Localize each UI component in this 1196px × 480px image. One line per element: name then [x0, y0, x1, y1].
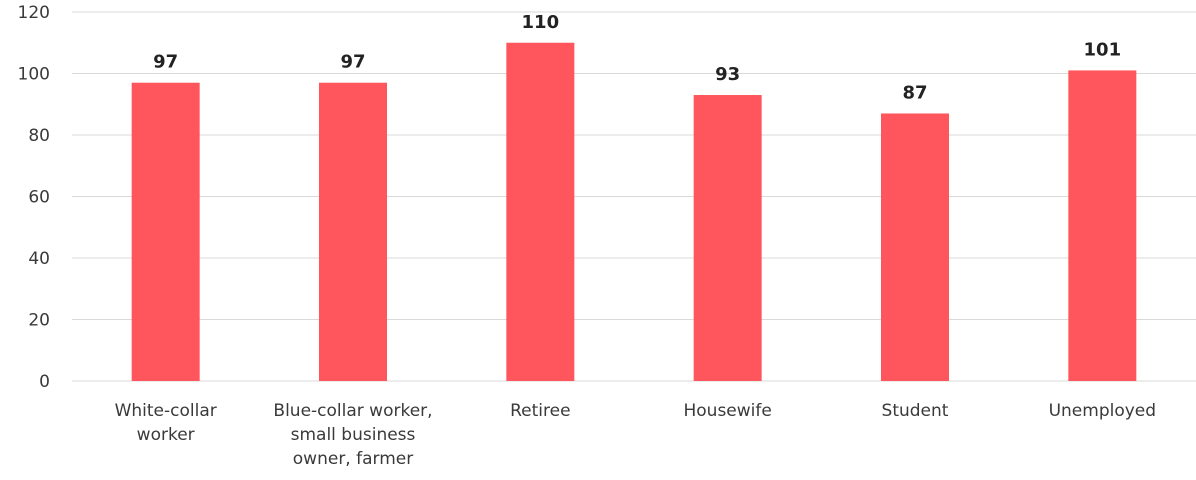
category-label-line: worker: [137, 425, 195, 445]
category-label: Housewife: [683, 401, 771, 421]
data-label: 110: [522, 12, 560, 33]
bar: [131, 82, 200, 381]
y-axis-ticks: 0 20 40 60 80 100 120: [18, 3, 50, 392]
y-tick-label: 0: [39, 372, 50, 392]
category-label-line: Retiree: [510, 401, 570, 421]
category-label-line: White-collar: [115, 401, 217, 421]
category-label-line: Blue-collar worker,: [273, 401, 432, 421]
bar: [693, 95, 762, 382]
gridlines: [72, 11, 1196, 382]
category-label-line: owner, farmer: [293, 449, 413, 469]
bar: [319, 82, 387, 381]
category-label: Student: [882, 401, 949, 421]
bar: [1068, 70, 1137, 382]
y-tick-label: 60: [28, 188, 50, 208]
data-labels: 97 97 110 93 87 101: [153, 12, 1121, 104]
y-tick-label: 40: [28, 249, 50, 269]
category-label-line: Unemployed: [1049, 401, 1156, 421]
bar: [506, 42, 575, 381]
category-label-line: small business: [291, 425, 416, 445]
category-label: Blue-collar worker, small business owner, …: [273, 401, 432, 469]
category-label: Unemployed: [1049, 401, 1156, 421]
bars: [131, 42, 1137, 382]
category-label: Retiree: [510, 401, 570, 421]
y-tick-label: 120: [18, 3, 50, 23]
y-tick-label: 20: [28, 311, 50, 331]
x-axis-categories: White-collar worker Blue-collar worker, sma…: [115, 401, 1156, 469]
category-label-line: Student: [882, 401, 949, 421]
bar: [881, 113, 949, 381]
data-label: 87: [902, 82, 927, 103]
data-label: 93: [715, 64, 740, 85]
data-label: 97: [153, 52, 178, 73]
y-tick-label: 80: [28, 126, 50, 146]
data-label: 101: [1084, 39, 1122, 60]
data-label: 97: [340, 52, 365, 73]
category-label: White-collar worker: [115, 401, 217, 445]
category-label-line: Housewife: [683, 401, 771, 421]
y-tick-label: 100: [18, 65, 50, 85]
